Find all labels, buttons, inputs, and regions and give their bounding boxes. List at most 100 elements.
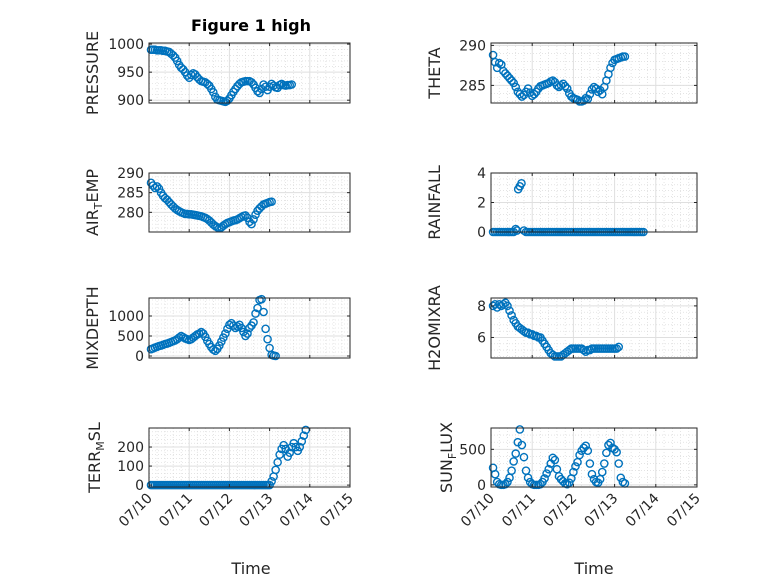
- y-tick-label: 900: [117, 93, 144, 109]
- y-axis-label: AIRTEMP: [83, 169, 105, 236]
- y-tick-label: 1000: [108, 37, 144, 53]
- data-point: [503, 301, 512, 311]
- data-point: [229, 321, 238, 330]
- data-point: [494, 58, 504, 68]
- data-point: [209, 88, 218, 97]
- plot-area: [149, 43, 350, 103]
- subplot-6: 6 8 H2OMIXRA: [425, 285, 698, 371]
- y-tick-label: 500: [117, 329, 144, 345]
- data-point: [271, 351, 280, 361]
- data-point: [614, 459, 624, 468]
- data-point: [540, 474, 549, 483]
- data-point: [499, 300, 508, 309]
- data-point: [247, 219, 256, 229]
- y-label-part: TERR: [85, 451, 104, 494]
- data-point: [490, 469, 500, 479]
- axes-box: [148, 172, 351, 233]
- data-point: [223, 96, 232, 106]
- data-point: [585, 345, 595, 355]
- data-point: [597, 467, 607, 477]
- data-point: [517, 440, 527, 450]
- y-label-part: T: [92, 202, 105, 210]
- axes-box: [490, 42, 698, 104]
- data-point: [532, 331, 541, 341]
- y-label-part: LUX: [437, 422, 456, 453]
- y-tick-label: 2: [477, 196, 486, 212]
- y-tick-label: 290: [459, 38, 486, 54]
- data-point: [606, 63, 615, 73]
- data-point: [152, 182, 162, 191]
- y-tick-label: 8: [477, 299, 486, 315]
- data-point: [529, 89, 539, 99]
- data-point: [511, 82, 521, 92]
- axes-box: [148, 297, 351, 359]
- y-axis-label: PRESSURE: [83, 31, 102, 115]
- y-tick-label: 0: [477, 478, 486, 494]
- data-point: [620, 52, 630, 61]
- data-point: [251, 309, 260, 318]
- data-point: [542, 469, 551, 478]
- data-point: [263, 334, 272, 344]
- y-axis-label: SUNFLUX: [437, 422, 459, 493]
- data-point: [267, 197, 276, 207]
- data-point: [295, 442, 305, 452]
- data-point: [211, 346, 220, 356]
- data-point: [273, 457, 282, 467]
- data-point: [614, 342, 624, 352]
- data-point: [501, 479, 510, 489]
- data-point: [221, 329, 230, 338]
- y-tick-label: 0: [135, 478, 144, 494]
- axes-box: [148, 427, 351, 488]
- y-tick-label: 1000: [108, 309, 144, 325]
- data-point: [519, 226, 529, 235]
- plot-area: [491, 428, 697, 487]
- data-point: [249, 215, 258, 224]
- y-tick-label: 285: [117, 186, 144, 202]
- y-axis-label: MIXDEPTH: [83, 286, 102, 369]
- data-point: [247, 77, 256, 87]
- data-point: [257, 294, 266, 304]
- data-point: [606, 438, 615, 448]
- data-point: [249, 318, 258, 327]
- subplot-3: 280 285 290 AIRTEMP: [83, 166, 351, 236]
- data-point: [215, 341, 224, 350]
- data-point: [511, 449, 521, 458]
- data-point: [571, 462, 580, 471]
- data-point: [505, 306, 514, 315]
- data-point: [494, 300, 504, 309]
- data-point: [241, 211, 250, 220]
- data-point: [564, 345, 574, 355]
- y-tick-label: 0: [135, 349, 144, 365]
- y-tick-label: 950: [117, 65, 144, 81]
- axes-box: [490, 297, 698, 359]
- data-point: [233, 322, 242, 331]
- data-point: [507, 466, 516, 475]
- data-point: [517, 179, 526, 188]
- data-point: [261, 324, 270, 334]
- data-point: [511, 224, 521, 234]
- data-point: [552, 81, 562, 90]
- data-point: [245, 323, 254, 333]
- data-point: [585, 459, 595, 468]
- data-point: [612, 344, 621, 353]
- data-point: [219, 333, 228, 342]
- data-point: [560, 81, 570, 91]
- data-point: [200, 332, 210, 342]
- y-label-part: AIR: [83, 209, 102, 236]
- data-point: [519, 452, 529, 462]
- y-tick-label: 6: [477, 330, 486, 346]
- data-point: [523, 473, 533, 483]
- subplot-4: 0 2 4 RAINFALL: [425, 165, 698, 241]
- data-point: [299, 431, 309, 440]
- data-point: [259, 307, 268, 317]
- y-tick-label: 0: [477, 225, 486, 241]
- y-label-part: EMP: [83, 169, 102, 203]
- y-axis-label: RAINFALL: [425, 165, 444, 240]
- subplot-2: 285 290 THETA: [425, 38, 698, 106]
- y-tick-label: 285: [459, 78, 486, 94]
- axes-box: [490, 427, 698, 488]
- y-axis-label: H2OMIXRA: [425, 285, 444, 371]
- y-tick-label: 100: [117, 459, 144, 475]
- data-point: [548, 453, 558, 463]
- subplot-1: 900 950 1000 PRESSURE: [83, 31, 351, 115]
